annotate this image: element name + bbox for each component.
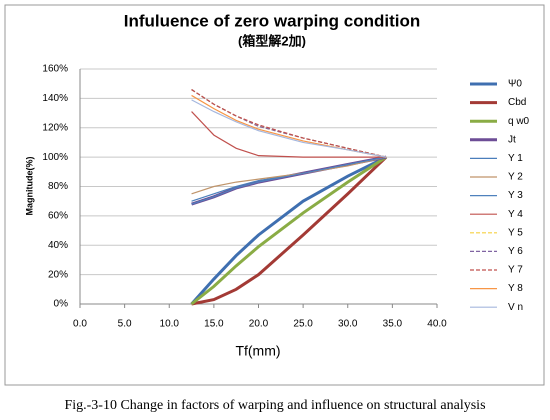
y-tick-label: 40% bbox=[48, 240, 68, 251]
x-tick-label: 35.0 bbox=[383, 319, 403, 330]
y-tick-label: 20% bbox=[48, 269, 68, 280]
series-line bbox=[190, 155, 387, 306]
legend-label: V n bbox=[508, 302, 523, 313]
series-line bbox=[191, 156, 388, 306]
series-line bbox=[191, 89, 387, 158]
x-tick-label: 25.0 bbox=[293, 319, 313, 330]
figure-caption: Fig.-3-10 Change in factors of warping a… bbox=[64, 398, 485, 413]
legend-label: Y 7 bbox=[508, 265, 523, 276]
y-tick-label: 80% bbox=[48, 181, 68, 192]
chart-subtitle: (箱型解2加) bbox=[238, 33, 306, 48]
series-line bbox=[190, 155, 387, 305]
legend-label: Cbd bbox=[508, 97, 526, 108]
x-tick-label: 20.0 bbox=[249, 319, 269, 330]
x-tick-label: 30.0 bbox=[338, 319, 358, 330]
x-tick-label: 15.0 bbox=[204, 319, 224, 330]
series-line bbox=[191, 111, 387, 158]
series-line bbox=[191, 156, 387, 205]
series-line bbox=[191, 156, 387, 195]
y-tick-label: 100% bbox=[42, 152, 68, 163]
legend-label: Y 4 bbox=[508, 209, 523, 220]
legend-label: Y 8 bbox=[508, 283, 523, 294]
y-tick-label: 120% bbox=[42, 122, 68, 133]
y-tick-label: 60% bbox=[48, 211, 68, 222]
legend-label: q w0 bbox=[508, 116, 530, 127]
legend-label: Ψ0 bbox=[508, 79, 522, 90]
legend-label: Y 3 bbox=[508, 190, 523, 201]
legend-label: Y 2 bbox=[508, 172, 523, 183]
series-line bbox=[191, 99, 387, 158]
y-axis-label: Magnitude(%) bbox=[24, 157, 34, 216]
legend-label: Y 5 bbox=[508, 227, 523, 238]
x-tick-label: 40.0 bbox=[427, 319, 447, 330]
x-tick-label: 0.0 bbox=[73, 319, 87, 330]
chart-title: Infuluence of zero warping condition bbox=[124, 11, 421, 30]
y-tick-label: 0% bbox=[54, 299, 69, 310]
legend-label: Jt bbox=[508, 134, 516, 145]
x-axis-label: Tf(mm) bbox=[235, 343, 280, 359]
x-tick-label: 5.0 bbox=[118, 319, 132, 330]
y-tick-label: 160% bbox=[42, 64, 68, 75]
legend-label: Y 1 bbox=[508, 153, 523, 164]
chart-frame bbox=[4, 4, 545, 386]
y-tick-label: 140% bbox=[42, 93, 68, 104]
legend-label: Y 6 bbox=[508, 246, 523, 257]
x-tick-label: 10.0 bbox=[160, 319, 180, 330]
